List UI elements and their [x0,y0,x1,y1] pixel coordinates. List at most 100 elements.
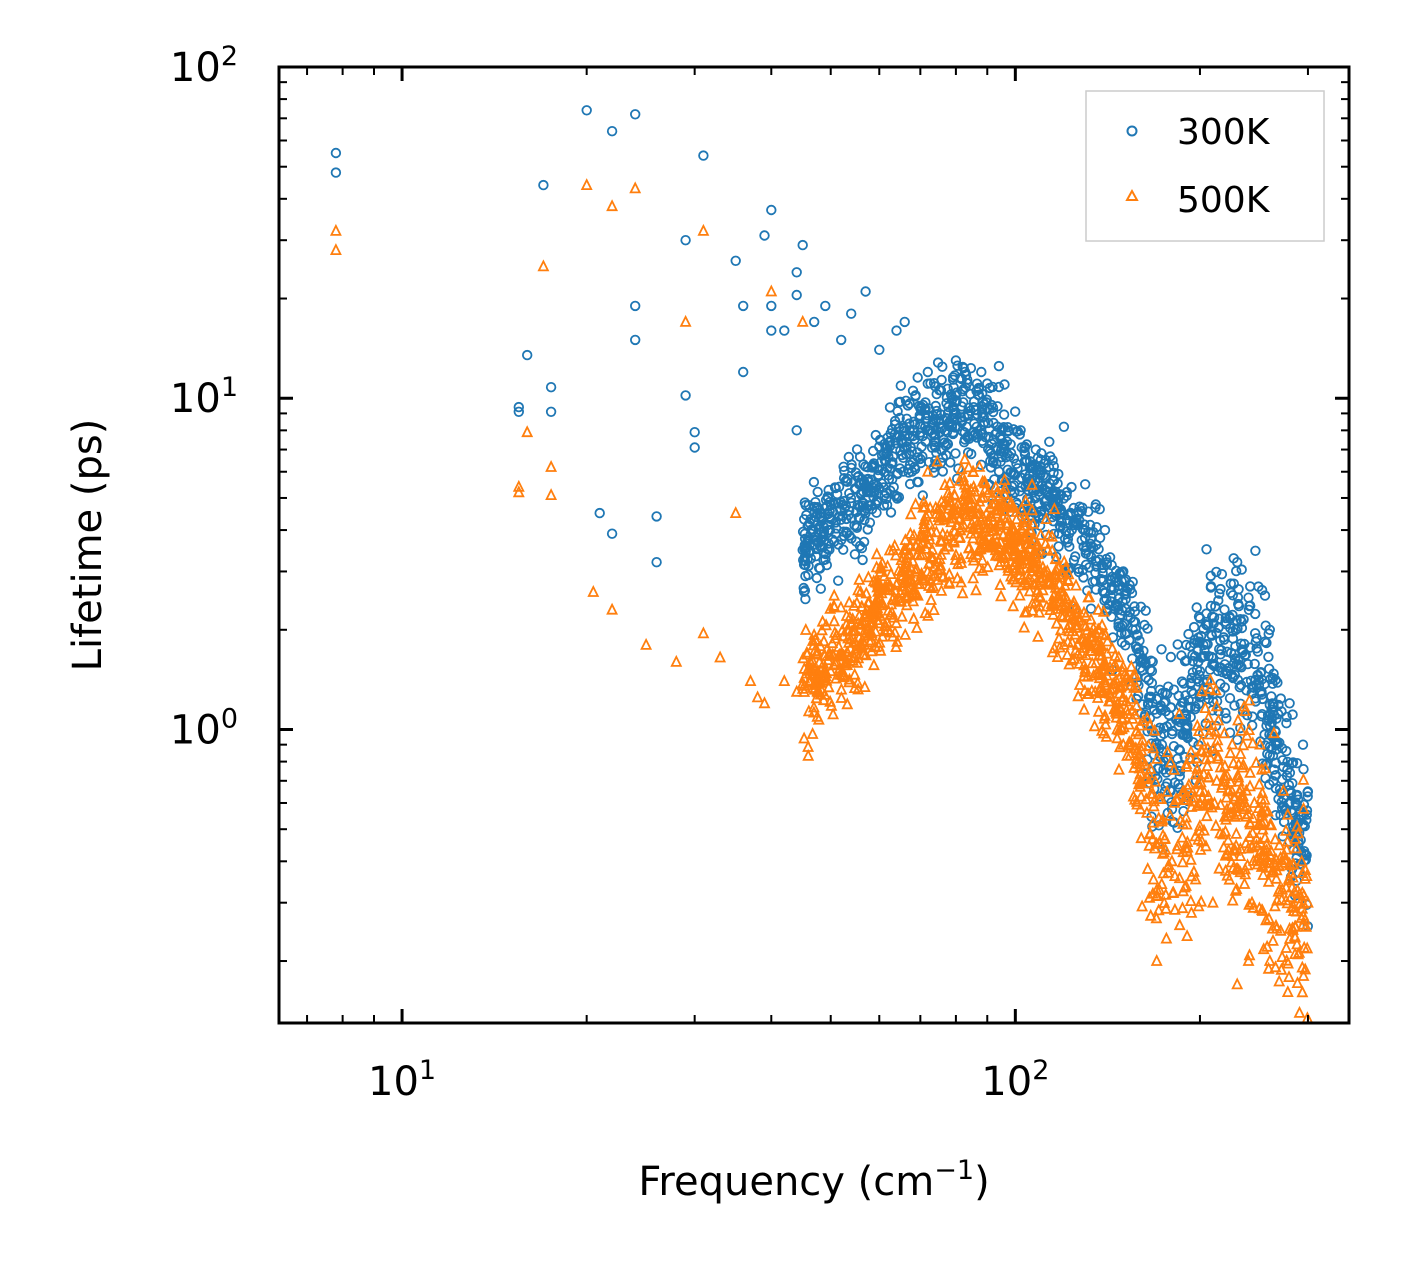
point-300K [1205,581,1217,592]
point-500K [1135,831,1148,844]
point-500K [1298,940,1311,953]
point-300K [864,517,876,528]
point-500K [1106,641,1119,654]
point-500K [858,623,871,636]
point-500K [1140,805,1153,818]
point-500K [995,589,1007,602]
point-500K [955,462,968,475]
point-500K [937,570,949,583]
point-500K [1177,784,1189,797]
point-300K [1120,594,1131,605]
point-500K [1112,650,1125,663]
point-500K [986,497,999,510]
point-500K [1042,528,1055,541]
point-300K [1266,704,1277,715]
point-500K [1202,797,1215,810]
point-300K [878,482,889,493]
point-500K [1242,953,1255,966]
point-500K [329,223,342,236]
point-300K [821,559,833,571]
point-500K [996,546,1009,559]
point-300K [1276,774,1288,785]
point-500K [1090,641,1103,654]
point-500K [545,488,558,501]
point-500K [1075,631,1088,644]
point-500K [1258,814,1271,827]
point-300K [803,569,814,581]
point-500K [1147,741,1160,754]
point-500K [1117,659,1130,672]
point-500K [1184,852,1197,865]
point-500K [926,542,939,555]
point-500K [521,425,534,438]
point-500K [1280,893,1292,906]
point-500K [1062,567,1075,580]
point-500K [1092,704,1105,717]
point-300K [960,382,971,393]
point-500K [1189,751,1202,764]
point-500K [1027,553,1039,566]
point-500K [1134,775,1147,787]
point-300K [1080,548,1092,559]
legend-500K-marker [1125,188,1139,201]
point-500K [1123,738,1136,751]
point-500K [1230,804,1243,817]
point-300K [985,448,997,459]
point-500K [1160,901,1172,914]
point-300K [1166,728,1178,740]
point-500K [1293,1005,1306,1018]
point-500K [1116,693,1129,706]
point-500K [1136,899,1149,912]
point-500K [1143,890,1156,903]
point-500K [1224,774,1237,787]
point-500K [729,506,742,518]
point-300K [1149,704,1160,715]
point-500K [810,691,823,704]
point-300K [1139,619,1150,631]
point-500K [1040,512,1053,524]
point-300K [545,406,557,418]
point-300K [1291,758,1303,769]
x-axis-title: Frequency (cm−1) [638,1155,989,1205]
point-500K [1296,866,1309,878]
point-500K [1005,521,1018,534]
point-500K [1048,502,1061,514]
point-300K [1155,702,1166,714]
point-500K [1033,562,1046,575]
point-300K [1252,646,1264,657]
point-300K [1006,481,1018,492]
point-500K [1282,956,1294,969]
y-tick-label: 101 [170,372,238,422]
point-300K [973,382,984,394]
point-300K [1284,767,1296,779]
point-500K [1260,913,1272,926]
point-500K [910,587,923,600]
point-500K [1253,901,1266,914]
y-axis-title: Lifetime (ps) [65,419,111,672]
point-500K [1136,739,1149,752]
point-300K [874,344,885,356]
point-300K [1281,711,1292,723]
point-500K [1026,503,1039,516]
point-300K [1084,562,1095,573]
point-500K [960,480,973,493]
point-500K [580,178,593,191]
point-300K [958,362,969,374]
point-300K [877,464,888,475]
point-500K [1133,761,1146,774]
point-300K [965,405,976,417]
point-300K [1021,455,1032,466]
point-500K [907,611,920,624]
point-300K [1131,629,1143,640]
point-500K [874,564,887,577]
point-300K [1236,662,1247,673]
point-500K [1181,929,1194,941]
point-500K [1297,968,1310,981]
point-500K [1078,658,1090,671]
point-500K [758,696,771,709]
point-500K [1255,804,1268,817]
point-300K [922,378,934,389]
point-300K [818,521,830,533]
point-300K [881,493,892,505]
point-300K [845,492,857,504]
